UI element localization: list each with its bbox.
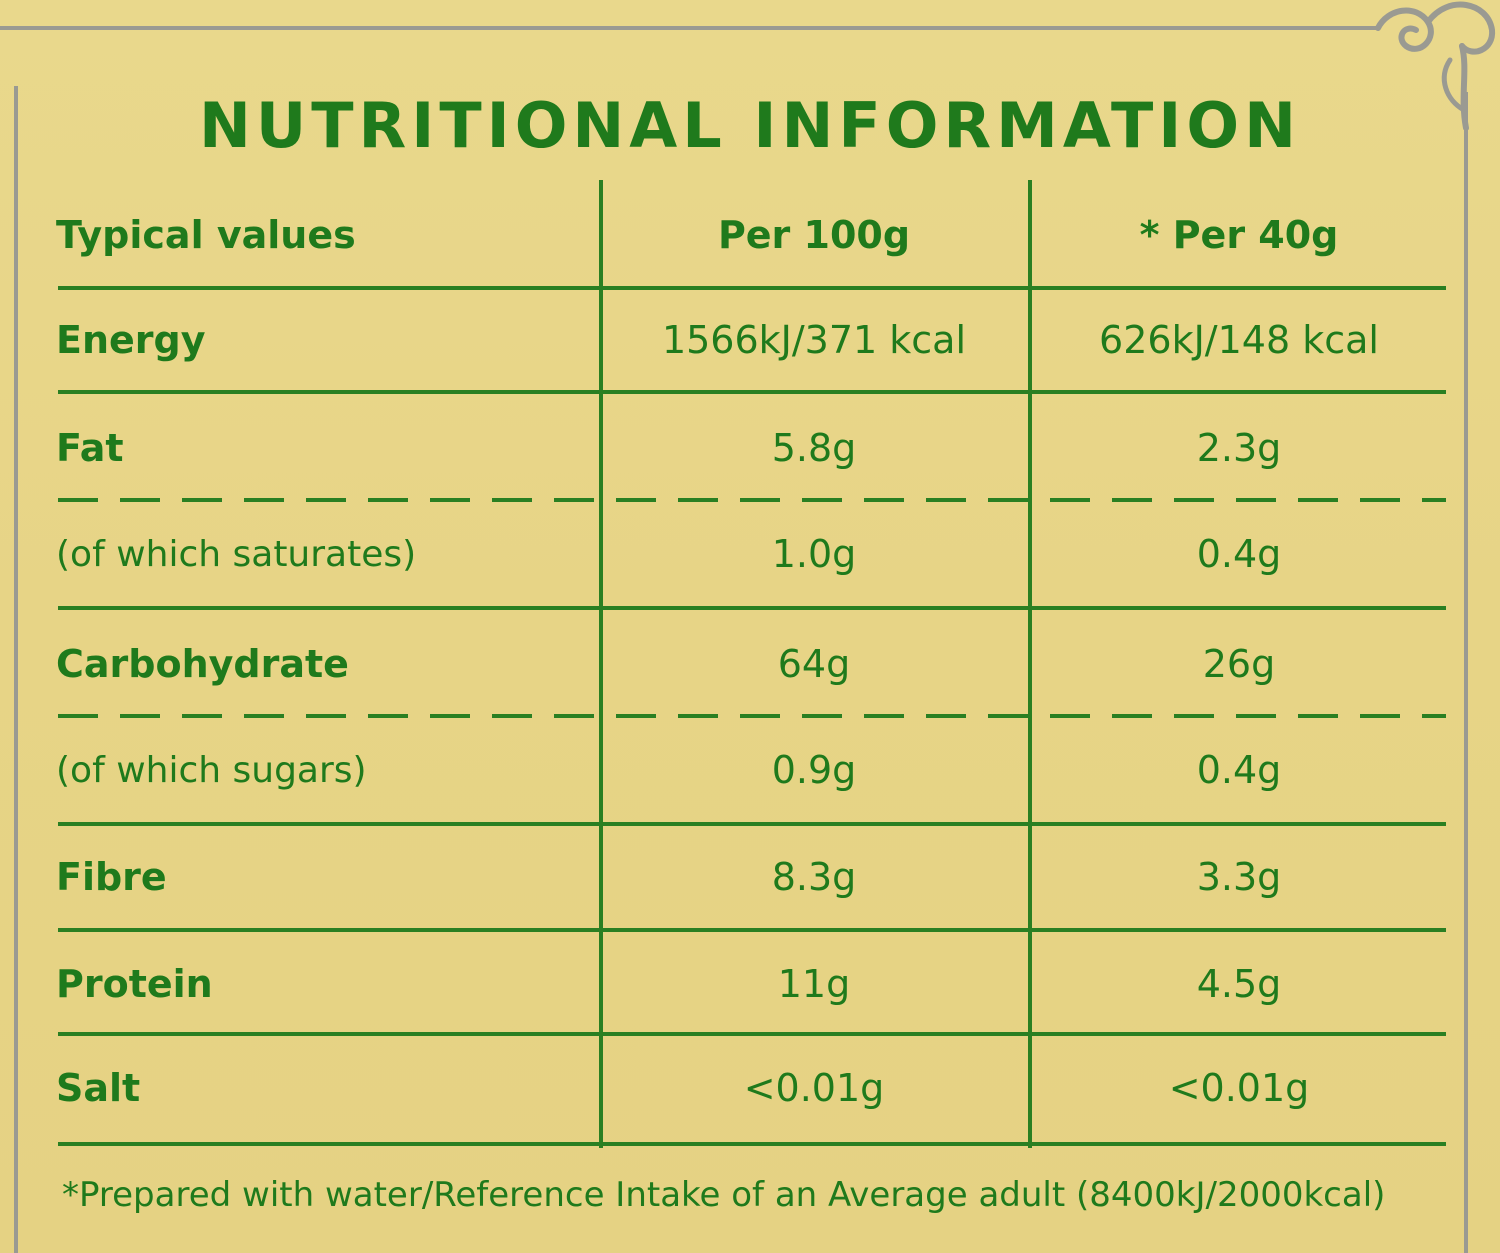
row-value-per-100g: 5.8g <box>771 426 857 470</box>
column-divider-1 <box>599 180 603 1148</box>
row-value-per-40g: 26g <box>1202 642 1276 686</box>
table-row: (of which sugars) 0.9g 0.4g <box>0 720 1500 820</box>
table-row: Fibre 8.3g 3.3g <box>0 826 1500 928</box>
rule-after-fibre <box>58 928 1446 932</box>
row-label: Fat <box>56 426 124 470</box>
header-per-40g: * Per 40g <box>1139 213 1339 257</box>
row-value-per-40g: 3.3g <box>1196 855 1282 899</box>
frame-border-left <box>14 86 18 1253</box>
row-value-per-40g: <0.01g <box>1168 1066 1310 1110</box>
row-value-per-40g: 4.5g <box>1196 962 1282 1006</box>
rule-after-energy <box>58 390 1446 394</box>
header-per-100g: Per 100g <box>717 213 911 257</box>
row-label: Energy <box>56 318 206 362</box>
row-value-per-40g: 626kJ/148 kcal <box>1099 318 1379 362</box>
scroll-ornament-icon <box>1375 1 1496 130</box>
table-row: (of which saturates) 1.0g 0.4g <box>0 504 1500 604</box>
column-divider-2 <box>1028 180 1032 1148</box>
header-typical-values: Typical values <box>56 213 356 257</box>
row-label: Fibre <box>56 855 167 899</box>
frame-border-top <box>0 26 1380 30</box>
row-label: Protein <box>56 962 213 1006</box>
table-row: Salt <0.01g <0.01g <box>0 1036 1500 1140</box>
rule-after-salt <box>58 1142 1446 1146</box>
table-row: Energy 1566kJ/371 kcal 626kJ/148 kcal <box>0 290 1500 390</box>
row-value-per-100g: 11g <box>777 962 851 1006</box>
rule-after-header <box>58 286 1446 290</box>
table-row: Carbohydrate 64g 26g <box>0 612 1500 716</box>
row-value-per-100g: 1.0g <box>771 532 857 576</box>
rule-after-sugars <box>58 822 1446 826</box>
page-title: NUTRITIONAL INFORMATION <box>199 89 1301 162</box>
row-value-per-100g: 1566kJ/371 kcal <box>661 318 967 362</box>
table-header-row: Typical values Per 100g * Per 40g <box>0 186 1500 284</box>
row-value-per-100g: <0.01g <box>743 1066 885 1110</box>
row-value-per-100g: 64g <box>777 642 851 686</box>
row-label: (of which saturates) <box>56 533 417 575</box>
row-label: (of which sugars) <box>56 749 367 791</box>
row-label: Salt <box>56 1066 141 1110</box>
rule-after-saturates <box>58 606 1446 610</box>
row-label: Carbohydrate <box>56 642 349 686</box>
row-value-per-40g: 0.4g <box>1196 532 1282 576</box>
row-value-per-40g: 0.4g <box>1196 748 1282 792</box>
dashed-rule-after-carbohydrate <box>58 714 1446 718</box>
table-row: Fat 5.8g 2.3g <box>0 396 1500 500</box>
dashed-rule-after-fat <box>58 498 1446 502</box>
rule-after-protein <box>58 1032 1446 1036</box>
row-value-per-100g: 8.3g <box>771 855 857 899</box>
row-value-per-100g: 0.9g <box>771 748 857 792</box>
footnote: *Prepared with water/Reference Intake of… <box>62 1175 1386 1215</box>
frame-border-right <box>1464 92 1468 1253</box>
row-value-per-40g: 2.3g <box>1196 426 1282 470</box>
table-row: Protein 11g 4.5g <box>0 934 1500 1034</box>
